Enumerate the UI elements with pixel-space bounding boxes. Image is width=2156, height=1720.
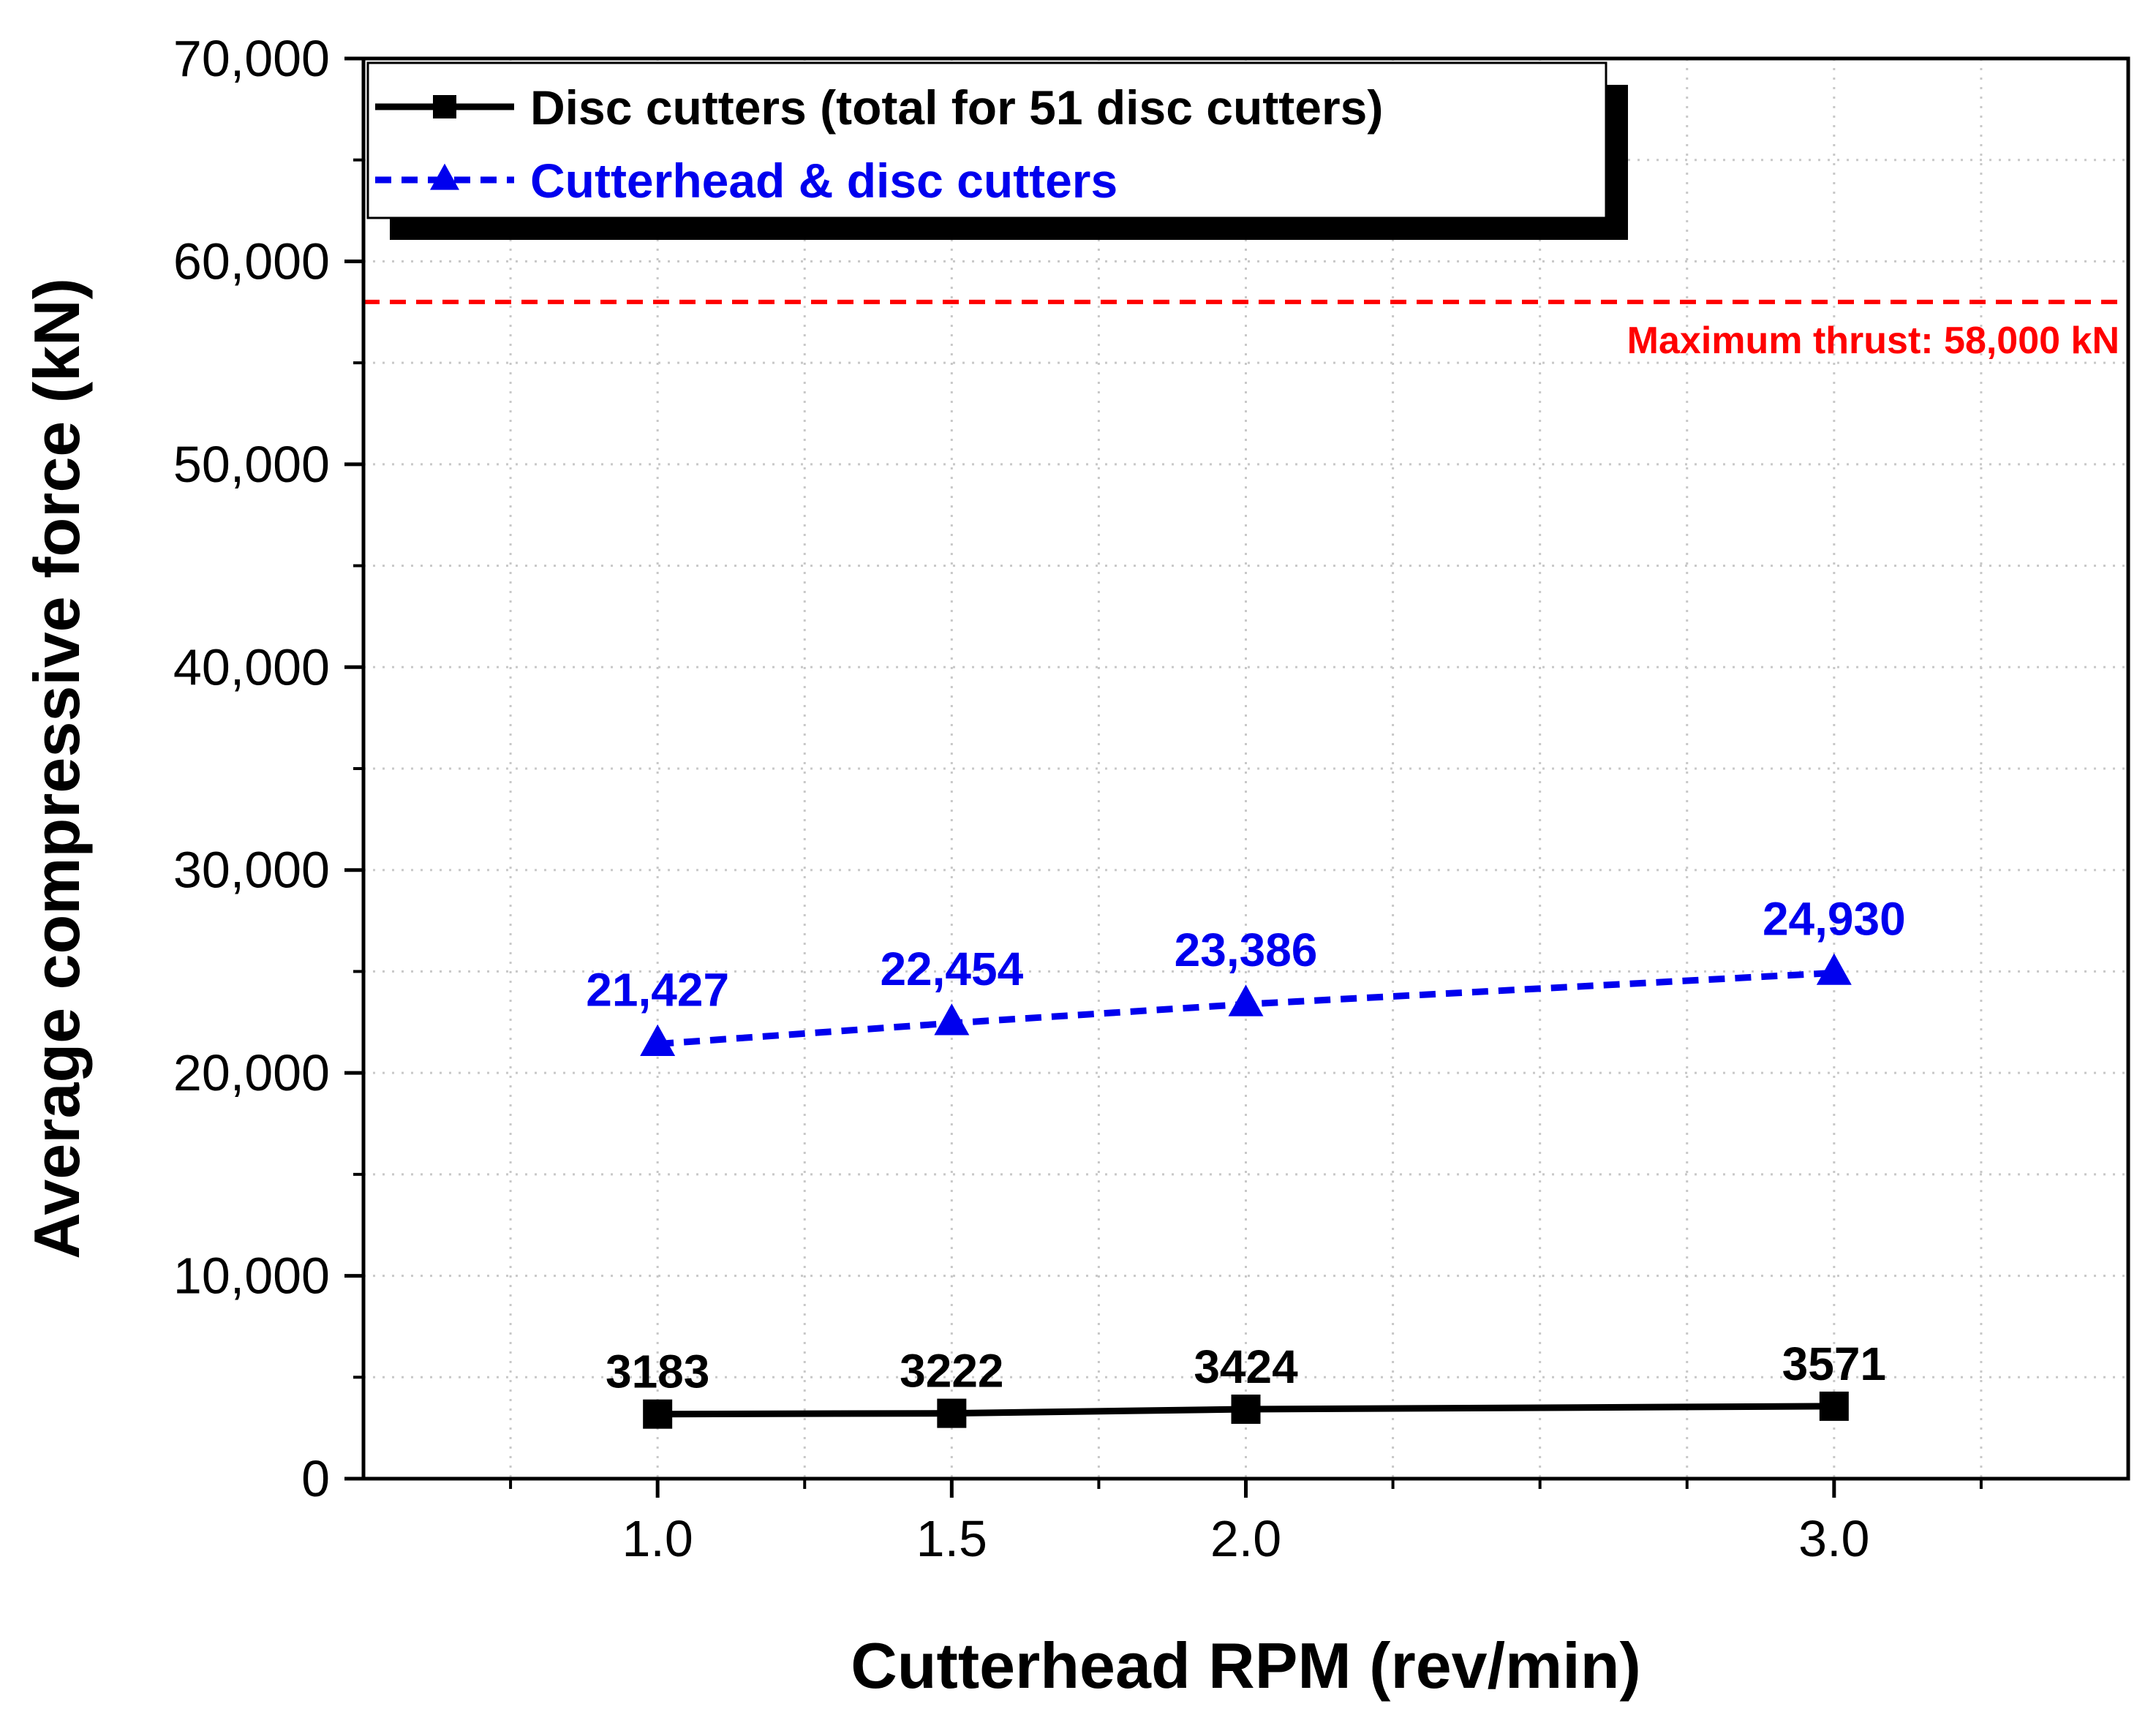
- data-point-marker: [643, 1399, 673, 1429]
- axes: 0 10,000 20,000 30,000 40,000 50,000 60,000 70,…: [173, 30, 2130, 1567]
- y-tick-label: 30,000: [173, 842, 330, 899]
- data-label: 21,427: [586, 964, 729, 1016]
- data-label: 3222: [900, 1345, 1003, 1398]
- series-line: [657, 969, 1835, 1048]
- data-label: 23,386: [1175, 924, 1318, 976]
- y-axis-title: Average compressive force (kN): [20, 278, 93, 1259]
- x-tick-label: 1.0: [622, 1510, 693, 1567]
- x-tick-label: 1.5: [916, 1510, 987, 1567]
- data-point-marker: [1228, 984, 1264, 1016]
- data-point-marker: [1231, 1395, 1261, 1425]
- y-tick-label: 20,000: [173, 1044, 330, 1101]
- x-tick-label: 2.0: [1210, 1510, 1281, 1567]
- y-tick-label: 40,000: [173, 638, 330, 695]
- legend-entry-label: Cutterhead & disc cutters: [530, 154, 1117, 208]
- data-label: 22,454: [880, 943, 1023, 995]
- y-tick-label: 10,000: [173, 1248, 330, 1305]
- legend-entry-label: Disc cutters (total for 51 disc cutters): [530, 80, 1383, 135]
- series-disc-cutters: 3183 3222 3424 3571: [606, 1338, 1886, 1429]
- data-point-marker: [1819, 1391, 1849, 1421]
- data-point-marker: [1816, 953, 1852, 985]
- data-label: 3571: [1782, 1338, 1886, 1390]
- data-point-marker: [640, 1024, 676, 1056]
- reference-lines: Maximum thrust: 58,000 kN: [363, 299, 2128, 362]
- legend-marker: [433, 95, 456, 118]
- legend: Disc cutters (total for 51 disc cutters)…: [366, 61, 1628, 240]
- y-tick-label: 60,000: [173, 233, 330, 290]
- y-tick-label: 50,000: [173, 436, 330, 493]
- legend-marker: [430, 163, 459, 190]
- data-point-marker: [934, 1003, 970, 1036]
- data-label: 3183: [606, 1346, 709, 1398]
- series-cutterhead-disc-cutters: 21,427 22,454 23,386 24,930: [586, 892, 1906, 1056]
- y-tick-label: 70,000: [173, 30, 330, 87]
- legend-box: [366, 61, 1607, 219]
- x-axis-title: Cutterhead RPM (rev/min): [851, 1629, 1641, 1702]
- data-label: 24,930: [1763, 892, 1906, 945]
- data-point-marker: [937, 1398, 967, 1428]
- series-layer: 3183 3222 3424 3571 21,427 22,454 23,386 24,930: [586, 892, 1906, 1429]
- max-thrust-label: Maximum thrust: 58,000 kN: [1627, 320, 2119, 362]
- data-label: 3424: [1194, 1340, 1298, 1393]
- x-tick-label: 3.0: [1798, 1510, 1869, 1567]
- y-tick-label: 0: [301, 1450, 330, 1507]
- series-line: [657, 1403, 1834, 1418]
